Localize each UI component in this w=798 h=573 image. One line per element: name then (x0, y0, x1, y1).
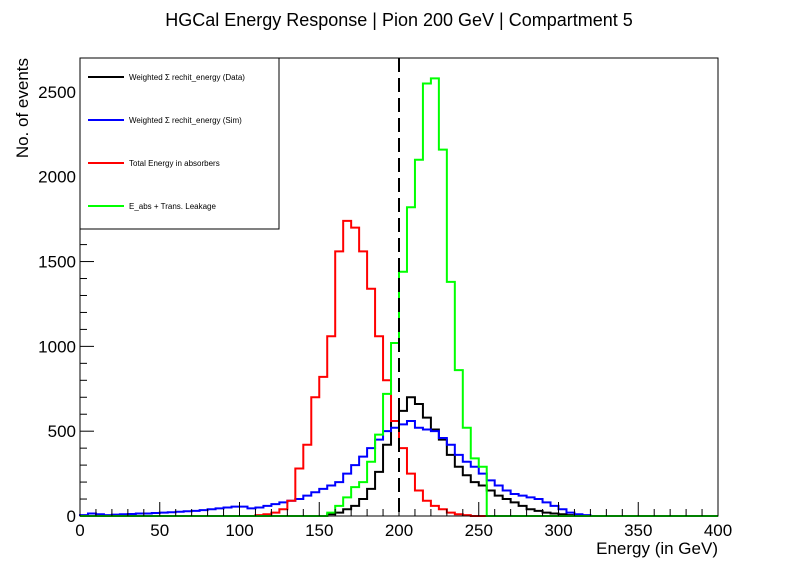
legend-label-2: Total Energy in absorbers (129, 159, 220, 168)
x-tick-label: 100 (225, 521, 253, 540)
x-tick-label: 400 (704, 521, 732, 540)
y-tick-label: 2000 (38, 168, 76, 187)
legend-label-0: Weighted Σ rechit_energy (Data) (129, 73, 245, 82)
x-tick-label: 150 (305, 521, 333, 540)
legend-label-1: Weighted Σ rechit_energy (Sim) (129, 116, 242, 125)
y-axis-label: No. of events (13, 58, 32, 158)
legend: Weighted Σ rechit_energy (Data) Weighted … (79, 57, 280, 230)
y-tick-label: 2500 (38, 83, 76, 102)
x-tick-label: 0 (75, 521, 84, 540)
x-tick-label: 300 (544, 521, 572, 540)
x-tick-label: 50 (150, 521, 169, 540)
axis-layer: 0 50 100 150 200 250 300 350 400 0 500 1000 1500 2000… (38, 57, 732, 540)
x-axis-label: Energy (in GeV) (596, 539, 718, 558)
x-tick-label: 350 (624, 521, 652, 540)
y-tick-label: 1000 (38, 337, 76, 356)
chart-title: HGCal Energy Response | Pion 200 GeV | C… (165, 10, 633, 30)
x-tick-label: 250 (465, 521, 493, 540)
x-tick-label: 200 (385, 521, 413, 540)
y-tick-label: 1500 (38, 253, 76, 272)
legend-label-3: E_abs + Trans. Leakage (129, 202, 217, 211)
plot-frame (79, 57, 719, 517)
legend-box (79, 57, 280, 230)
y-tick-label: 500 (48, 422, 76, 441)
y-tick-label: 0 (67, 507, 76, 526)
